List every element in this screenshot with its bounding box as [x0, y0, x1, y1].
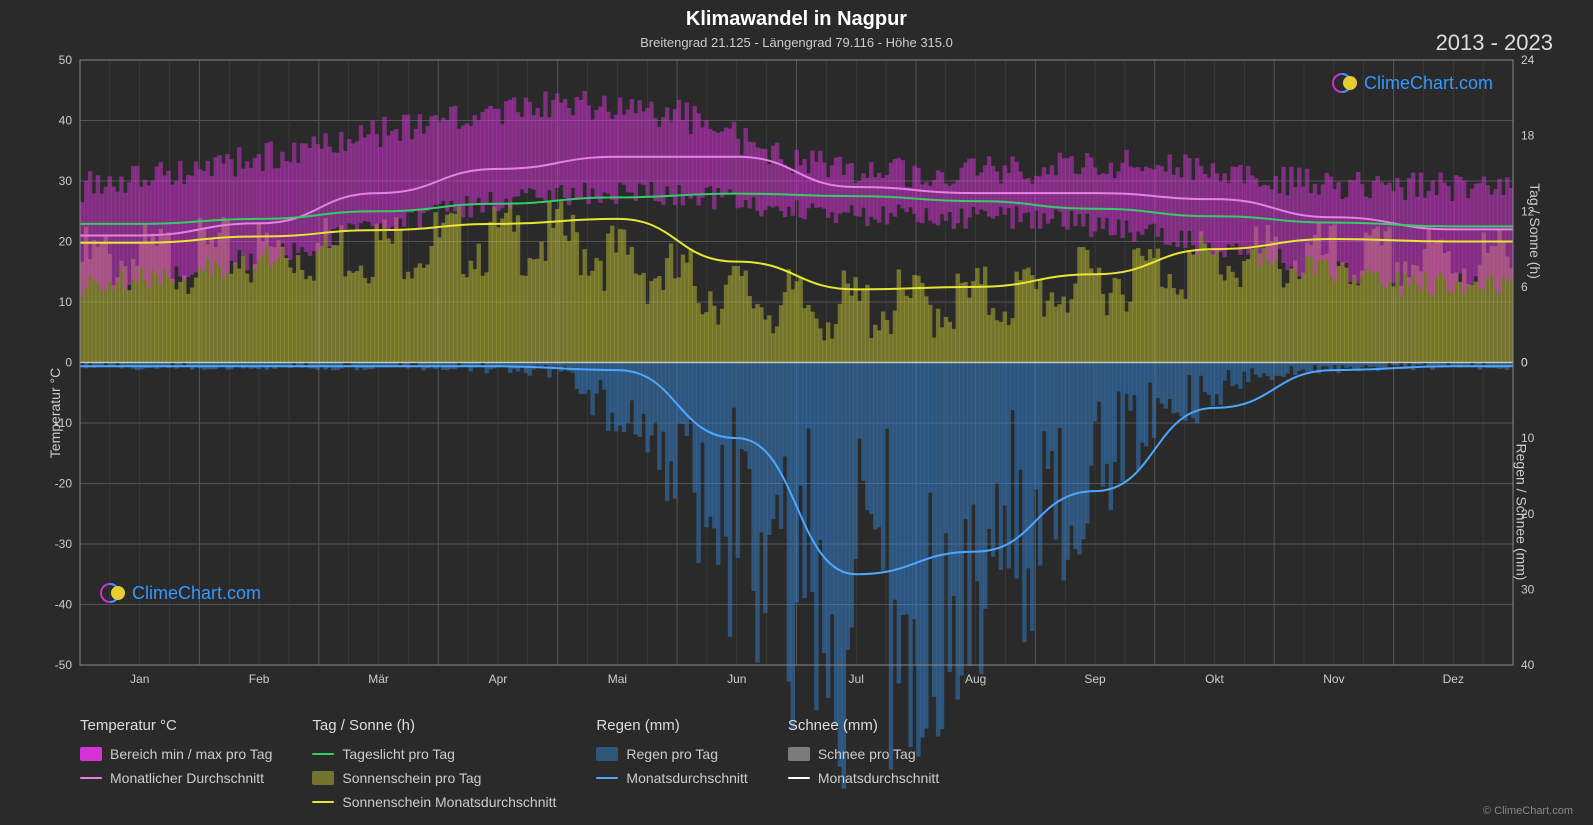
- legend-swatch-icon: [596, 747, 618, 761]
- legend-line-icon: [80, 777, 102, 779]
- svg-text:Nov: Nov: [1323, 672, 1344, 686]
- svg-text:Jan: Jan: [130, 672, 149, 686]
- svg-text:-30: -30: [55, 537, 73, 551]
- svg-text:Feb: Feb: [249, 672, 270, 686]
- svg-text:-40: -40: [55, 598, 73, 612]
- svg-text:Mär: Mär: [368, 672, 389, 686]
- legend-item-label: Tageslicht pro Tag: [342, 746, 455, 762]
- logo-top-right: ClimeChart.com: [1332, 70, 1493, 96]
- svg-text:20: 20: [59, 235, 73, 249]
- svg-text:Sep: Sep: [1084, 672, 1106, 686]
- logo-bottom-left: ClimeChart.com: [100, 580, 261, 606]
- svg-text:20: 20: [1521, 507, 1535, 521]
- legend-item-label: Monatlicher Durchschnitt: [110, 770, 264, 786]
- chart-subtitle: Breitengrad 21.125 - Längengrad 79.116 -…: [0, 31, 1593, 50]
- svg-text:-50: -50: [55, 658, 73, 672]
- legend-swatch-icon: [80, 747, 102, 761]
- svg-text:40: 40: [59, 114, 73, 128]
- svg-text:0: 0: [1521, 356, 1528, 370]
- legend-line-icon: [788, 777, 810, 779]
- legend-swatch-icon: [788, 747, 810, 761]
- legend-item-label: Regen pro Tag: [626, 746, 718, 762]
- chart-container: Klimawandel in Nagpur Breitengrad 21.125…: [0, 0, 1593, 825]
- legend-group: Tag / Sonne (h) Tageslicht pro Tag Sonnens…: [312, 717, 556, 810]
- svg-text:Okt: Okt: [1205, 672, 1224, 686]
- logo-text: ClimeChart.com: [132, 583, 261, 604]
- plot-area: -50-40-30-20-100102030405006121824010203…: [80, 60, 1513, 665]
- legend-item: Monatsdurchschnitt: [596, 770, 747, 786]
- logo-icon: [100, 580, 126, 606]
- legend-line-icon: [312, 753, 334, 755]
- svg-text:Jun: Jun: [727, 672, 746, 686]
- legend-item: Regen pro Tag: [596, 746, 747, 762]
- legend-line-icon: [312, 801, 334, 803]
- legend-item-label: Bereich min / max pro Tag: [110, 746, 272, 762]
- y-axis-left-label: Temperatur °C: [47, 367, 63, 457]
- svg-text:Dez: Dez: [1443, 672, 1464, 686]
- year-range: 2013 - 2023: [1436, 30, 1553, 56]
- chart-title: Klimawandel in Nagpur: [0, 0, 1593, 31]
- svg-text:Apr: Apr: [489, 672, 508, 686]
- legend-item-label: Monatsdurchschnitt: [626, 770, 747, 786]
- legend-item-label: Sonnenschein pro Tag: [342, 770, 481, 786]
- legend-item-label: Sonnenschein Monatsdurchschnitt: [342, 794, 556, 810]
- svg-text:-10: -10: [55, 416, 73, 430]
- legend-item: Bereich min / max pro Tag: [80, 746, 272, 762]
- svg-text:0: 0: [65, 356, 72, 370]
- legend-item-label: Schnee pro Tag: [818, 746, 916, 762]
- svg-text:12: 12: [1521, 204, 1535, 218]
- legend-item: Monatsdurchschnitt: [788, 770, 939, 786]
- legend-header: Tag / Sonne (h): [312, 717, 556, 734]
- svg-text:30: 30: [1521, 582, 1535, 596]
- logo-text: ClimeChart.com: [1364, 73, 1493, 94]
- svg-text:50: 50: [59, 53, 73, 67]
- legend: Temperatur °C Bereich min / max pro Tag Mo…: [80, 717, 1513, 810]
- svg-text:-20: -20: [55, 477, 73, 491]
- legend-group: Schnee (mm) Schnee pro Tag Monatsdurchschn…: [788, 717, 939, 810]
- legend-swatch-icon: [312, 771, 334, 785]
- legend-item: Sonnenschein pro Tag: [312, 770, 556, 786]
- legend-item: Sonnenschein Monatsdurchschnitt: [312, 794, 556, 810]
- svg-text:6: 6: [1521, 280, 1528, 294]
- legend-header: Schnee (mm): [788, 717, 939, 734]
- copyright: © ClimeChart.com: [1483, 805, 1573, 817]
- svg-text:40: 40: [1521, 658, 1535, 672]
- legend-item: Monatlicher Durchschnitt: [80, 770, 272, 786]
- legend-item: Schnee pro Tag: [788, 746, 939, 762]
- svg-text:10: 10: [59, 295, 73, 309]
- legend-group: Temperatur °C Bereich min / max pro Tag Mo…: [80, 717, 272, 810]
- legend-line-icon: [596, 777, 618, 779]
- svg-text:10: 10: [1521, 431, 1535, 445]
- legend-item: Tageslicht pro Tag: [312, 746, 556, 762]
- svg-text:24: 24: [1521, 53, 1535, 67]
- legend-group: Regen (mm) Regen pro Tag Monatsdurchschnit…: [596, 717, 747, 810]
- legend-item-label: Monatsdurchschnitt: [818, 770, 939, 786]
- svg-text:30: 30: [59, 174, 73, 188]
- legend-header: Temperatur °C: [80, 717, 272, 734]
- svg-text:Jul: Jul: [849, 672, 864, 686]
- svg-text:Mai: Mai: [608, 672, 627, 686]
- logo-icon: [1332, 70, 1358, 96]
- plot-svg: -50-40-30-20-100102030405006121824010203…: [80, 60, 1513, 665]
- y-axis-right-top-label: Tag / Sonne (h): [1527, 183, 1543, 279]
- legend-header: Regen (mm): [596, 717, 747, 734]
- svg-text:18: 18: [1521, 129, 1535, 143]
